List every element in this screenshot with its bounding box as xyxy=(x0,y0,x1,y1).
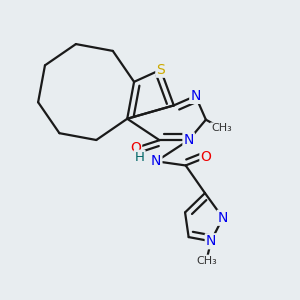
Text: CH₃: CH₃ xyxy=(211,123,232,133)
Text: N: N xyxy=(218,211,228,225)
Text: O: O xyxy=(200,150,211,164)
Text: CH₃: CH₃ xyxy=(196,256,217,266)
Text: N: N xyxy=(206,234,216,248)
Text: O: O xyxy=(130,141,141,155)
Text: S: S xyxy=(156,63,165,77)
Text: N: N xyxy=(151,154,161,168)
Text: N: N xyxy=(190,89,201,103)
Text: H: H xyxy=(135,151,145,164)
Text: N: N xyxy=(184,133,194,147)
